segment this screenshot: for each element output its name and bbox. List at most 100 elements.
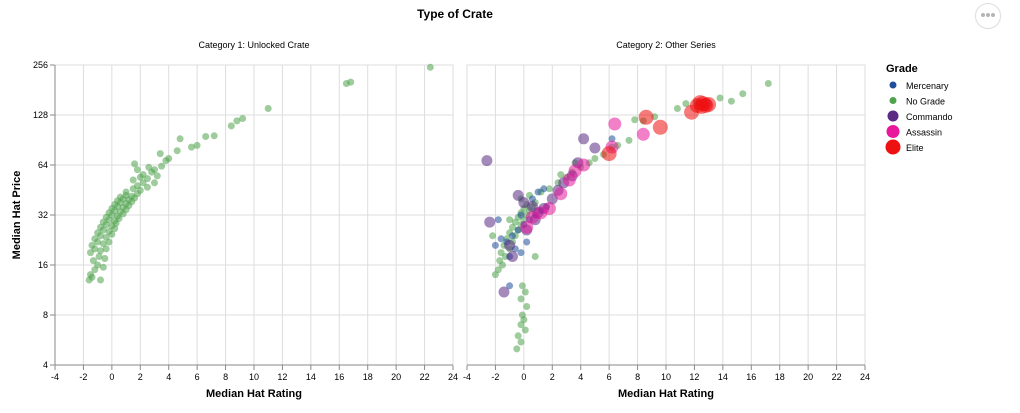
legend-title: Grade (886, 63, 918, 75)
data-point-no-grade (158, 162, 166, 170)
data-point-no-grade (139, 171, 147, 179)
data-point-no-grade (97, 247, 104, 255)
data-point-elite (601, 146, 617, 162)
data-point-no-grade (521, 326, 529, 334)
data-point-no-grade (153, 172, 161, 180)
data-point-no-grade (518, 282, 526, 290)
data-point-mercenary (506, 282, 514, 290)
x-tick-label: 6 (607, 372, 612, 382)
data-point-no-grade (88, 241, 96, 249)
data-point-no-grade (523, 303, 531, 310)
y-tick-label: 128 (33, 110, 48, 120)
data-point-no-grade (764, 80, 772, 87)
panel-1: Category 1: Unlocked Crate-4 -2 0 2 4 6 8 10 12 1… (33, 40, 458, 400)
data-point-commando (484, 216, 496, 228)
y-axis-label: Median Hat Price (11, 171, 23, 260)
data-point-no-grade (514, 332, 522, 340)
data-point-no-grade (156, 150, 164, 158)
data-point-commando (518, 197, 530, 209)
data-point-no-grade (509, 223, 516, 231)
data-point-no-grade (739, 90, 747, 98)
x-axis-label: Median Hat Rating (618, 388, 714, 400)
data-point-no-grade (97, 276, 104, 284)
data-point-mercenary (494, 216, 502, 224)
data-point-no-grade (545, 185, 553, 193)
data-point-no-grade (716, 94, 724, 102)
data-point-no-grade (631, 116, 639, 124)
data-point-no-grade (97, 223, 104, 231)
data-point-no-grade (176, 135, 184, 143)
data-point-no-grade (188, 143, 195, 151)
data-point-no-grade (94, 261, 102, 269)
data-point-assassin (577, 158, 591, 172)
y-tick-label: 256 (33, 60, 48, 70)
data-point-no-grade (557, 171, 565, 179)
data-point-no-grade (122, 188, 130, 196)
x-tick-label: -4 (51, 372, 59, 382)
x-tick-label: 20 (803, 372, 813, 382)
data-point-no-grade (99, 263, 107, 271)
y-tick-label: 16 (38, 260, 48, 270)
x-tick-label: 16 (746, 372, 756, 382)
data-point-mercenary (540, 185, 548, 193)
data-point-no-grade (99, 240, 107, 248)
data-point-no-grade (105, 227, 113, 235)
legend-swatch (889, 81, 897, 89)
data-point-assassin (520, 220, 534, 234)
data-point-assassin (608, 117, 622, 131)
x-tick-label: 22 (420, 372, 430, 382)
actions-menu-button[interactable] (975, 3, 1001, 29)
data-point-mercenary (509, 232, 516, 240)
legend-label: Commando (906, 112, 953, 122)
data-point-no-grade (151, 179, 158, 187)
x-tick-label: 20 (391, 372, 401, 382)
x-tick-label: 14 (718, 372, 728, 382)
data-point-no-grade (128, 192, 136, 200)
x-tick-label: 8 (635, 372, 640, 382)
data-point-no-grade (131, 160, 139, 168)
legend-label: Mercenary (906, 81, 949, 91)
data-point-commando (589, 142, 601, 154)
data-point-no-grade (682, 100, 690, 108)
x-tick-label: 18 (775, 372, 785, 382)
data-point-no-grade (673, 105, 681, 112)
data-point-commando (498, 286, 510, 298)
x-tick-label: 0 (109, 372, 114, 382)
data-point-commando (504, 239, 516, 251)
data-point-no-grade (151, 166, 158, 174)
data-point-no-grade (116, 193, 124, 201)
x-tick-label: 4 (578, 372, 583, 382)
data-point-no-grade (202, 133, 210, 140)
y-tick-label: 32 (38, 210, 48, 220)
data-point-assassin (636, 127, 650, 141)
data-point-elite (638, 109, 654, 125)
data-point-no-grade (233, 117, 241, 125)
x-tick-label: 0 (521, 372, 526, 382)
data-point-mercenary (491, 241, 499, 249)
data-point-assassin (554, 187, 568, 201)
legend: Grade Mercenary No Grade Commando Assassin El… (885, 63, 953, 155)
data-point-no-grade (426, 63, 434, 71)
x-tick-label: 2 (550, 372, 555, 382)
x-axis-label: Median Hat Rating (206, 388, 302, 400)
x-tick-label: -4 (463, 372, 471, 382)
data-point-commando (481, 155, 493, 167)
legend-label: Assassin (906, 128, 942, 138)
data-point-no-grade (506, 216, 514, 224)
y-tick-label: 4 (43, 360, 48, 370)
data-point-elite (652, 119, 668, 135)
panel-2: Category 2: Other Series-4 -2 0 2 4 6 8 10 12 14 1… (463, 40, 870, 400)
x-tick-label: 12 (277, 372, 287, 382)
data-point-mercenary (608, 135, 616, 143)
panel-title: Category 1: Unlocked Crate (198, 40, 309, 50)
x-tick-label: 2 (138, 372, 143, 382)
data-point-no-grade (173, 147, 181, 155)
data-point-no-grade (517, 295, 525, 303)
x-tick-label: 22 (832, 372, 842, 382)
data-point-no-grade (227, 122, 235, 130)
data-point-no-grade (139, 179, 147, 187)
x-tick-label: 12 (689, 372, 699, 382)
x-tick-label: 10 (661, 372, 671, 382)
data-point-no-grade (521, 288, 529, 296)
data-point-commando (507, 251, 518, 262)
